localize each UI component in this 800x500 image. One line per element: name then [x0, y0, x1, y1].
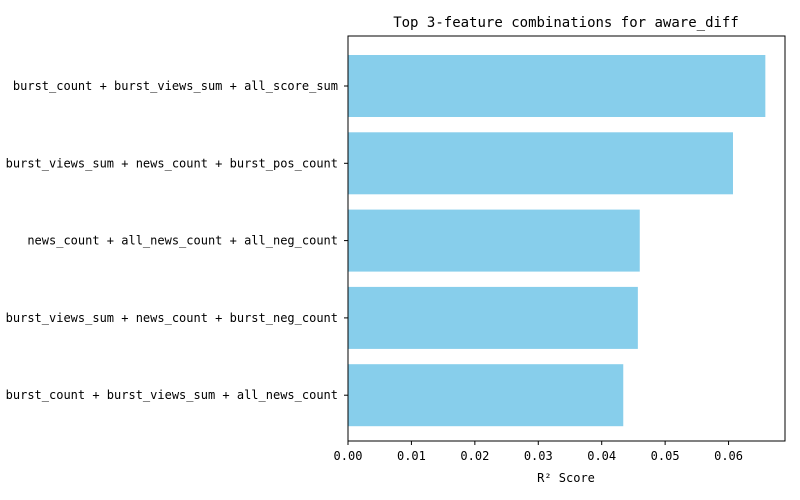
y-tick-label: burst_count + burst_views_sum + all_scor… [13, 79, 338, 93]
category-labels: burst_count + burst_views_sum + all_scor… [6, 79, 348, 402]
x-tick-label: 0.01 [397, 449, 426, 463]
x-tick-label: 0.03 [524, 449, 553, 463]
bar [348, 209, 640, 272]
bar [348, 286, 638, 349]
x-axis-ticks: 0.00 0.01 0.02 0.03 0.04 0.05 0.06 [334, 441, 743, 463]
y-tick-label: burst_views_sum + news_count + burst_neg… [6, 311, 338, 325]
y-tick-label: burst_count + burst_views_sum + all_news… [6, 388, 338, 402]
x-axis-label: R² Score [537, 471, 595, 485]
x-tick-label: 0.02 [460, 449, 489, 463]
y-tick-label: burst_views_sum + news_count + burst_pos… [6, 156, 338, 170]
x-tick-label: 0.04 [587, 449, 616, 463]
y-tick-label: news_count + all_news_count + all_neg_co… [27, 234, 338, 248]
x-tick-label: 0.06 [714, 449, 743, 463]
x-tick-label: 0.05 [651, 449, 680, 463]
bars [348, 55, 766, 427]
plot-frame [347, 35, 786, 442]
chart-title: Top 3-feature combinations for aware_dif… [393, 15, 739, 31]
bar [348, 132, 733, 195]
x-tick-label: 0.00 [334, 449, 363, 463]
bar [348, 55, 766, 117]
bar [348, 364, 624, 427]
